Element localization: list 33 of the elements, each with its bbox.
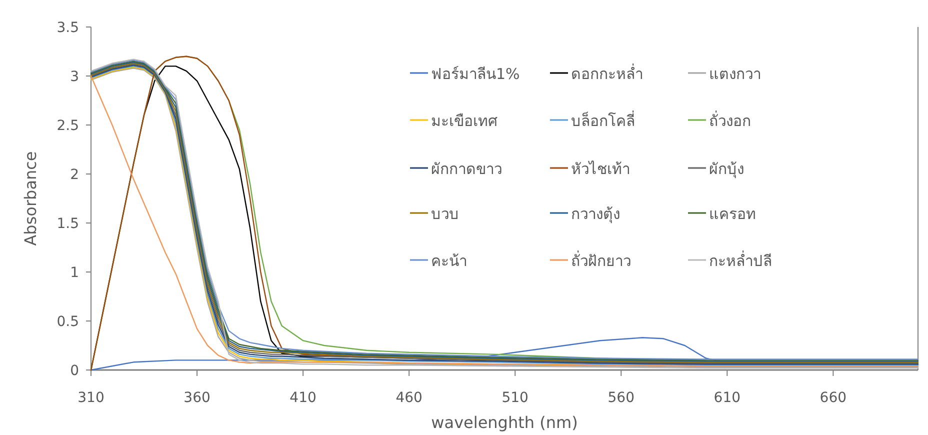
legend-label: ดอกกะหล่ำ [571, 63, 643, 83]
x-tick-label: 510 [502, 390, 528, 406]
y-tick-label: 3 [70, 69, 79, 85]
y-tick-label: 1.5 [56, 216, 79, 232]
legend-label: ผักกาดขาว [431, 160, 502, 178]
x-tick-label: 610 [714, 390, 741, 406]
x-tick-label: 460 [396, 390, 422, 406]
legend-label: ถั่วฝักยาว [571, 250, 631, 270]
x-tick-label: 410 [290, 390, 316, 406]
legend-label: ถั่วงอก [709, 110, 751, 130]
y-axis-title: Absorbance [21, 151, 40, 246]
x-tick-label: 660 [820, 390, 847, 406]
x-tick-label: 360 [184, 390, 210, 406]
legend-label: หัวไชเท้า [571, 160, 630, 178]
y-tick-label: 3.5 [56, 20, 79, 36]
legend-label: ผักบุ้ง [709, 160, 744, 179]
legend-label: มะเขือเทศ [431, 112, 498, 130]
legend-label: แตงกวา [709, 65, 761, 83]
x-tick-label: 560 [608, 390, 634, 406]
y-tick-label: 2.5 [56, 118, 79, 134]
legend-label: บล็อกโคลี่ [571, 110, 635, 130]
y-tick-label: 0 [70, 363, 79, 379]
legend-label: ฟอร์มาลีน1% [431, 65, 520, 83]
legend-label: แครอท [709, 205, 756, 223]
legend-label: บวบ [431, 205, 459, 223]
legend-label: กะหล่ำปลี [709, 250, 772, 270]
y-tick-label: 1 [70, 265, 79, 281]
legend-label: คะน้า [431, 252, 467, 270]
x-axis-title: wavelenghth (nm) [431, 413, 578, 432]
y-tick-label: 0.5 [56, 314, 79, 330]
y-tick-label: 2 [70, 167, 79, 183]
legend-label: กวางตุ้ง [571, 205, 620, 224]
x-tick-label: 310 [78, 390, 104, 406]
